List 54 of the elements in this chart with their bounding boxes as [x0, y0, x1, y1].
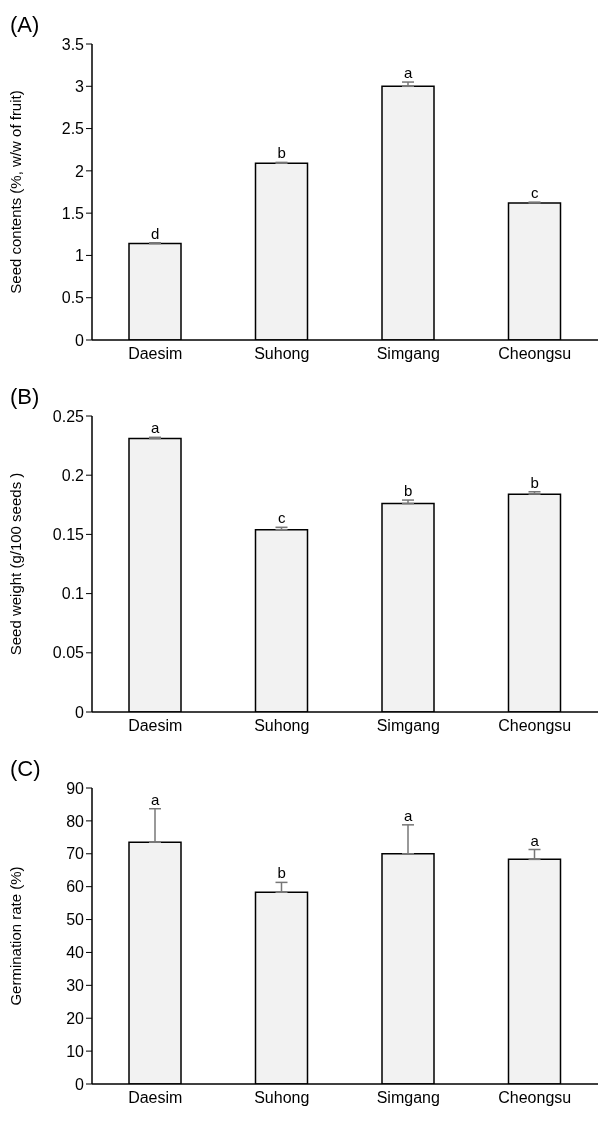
y-tick-label: 0.25	[52, 407, 85, 425]
y-tick-label: 0	[75, 703, 85, 721]
x-tick-label: Daesim	[128, 1089, 183, 1107]
annotation: d	[151, 224, 160, 242]
y-tick-label: 20	[66, 1009, 85, 1027]
chart-title: (A)	[10, 12, 40, 38]
x-tick-label: Cheongsu	[498, 345, 572, 363]
x-tick-label: Daesim	[128, 345, 183, 363]
y-tick-label: 1.5	[61, 204, 85, 222]
y-tick-label: 70	[66, 845, 85, 863]
x-tick-label: Cheongsu	[498, 717, 572, 735]
y-tick-label: 0	[75, 1075, 85, 1093]
annotation: c	[278, 509, 286, 527]
annotation: b	[277, 144, 286, 162]
y-tick-label: 0	[75, 331, 85, 349]
y-tick-label: 2.5	[61, 120, 85, 138]
y-tick-label: 0.1	[61, 585, 85, 603]
y-tick-label: 40	[66, 944, 85, 962]
y-tick-label: 3	[75, 77, 85, 95]
y-tick-label: 0.05	[52, 644, 85, 662]
annotation: a	[151, 790, 161, 808]
y-tick-label: 0.5	[61, 289, 85, 307]
annotation: c	[531, 184, 539, 202]
y-tick-label: 60	[66, 878, 85, 896]
x-tick-label: Daesim	[128, 717, 183, 735]
y-tick-label: 80	[66, 812, 85, 830]
y-tick-label: 50	[66, 911, 85, 929]
y-tick-label: 1	[75, 247, 85, 265]
y-tick-label: 0.2	[61, 466, 85, 484]
x-tick-label: Simgang	[376, 717, 440, 735]
y-tick-label: 0.15	[52, 526, 85, 544]
annotation: b	[404, 482, 413, 500]
x-tick-label: Suhong	[254, 1089, 310, 1107]
y-axis-title: Seed contents (%, w/w of fruit)	[7, 90, 25, 294]
x-tick-label: Simgang	[376, 345, 440, 363]
y-tick-label: 90	[66, 779, 85, 797]
x-tick-label: Simgang	[376, 1089, 440, 1107]
y-axis-title: Seed weight (g/100 seeds )	[7, 472, 25, 656]
y-tick-label: 3.5	[61, 35, 85, 53]
annotation: a	[530, 831, 540, 849]
x-tick-label: Suhong	[254, 345, 310, 363]
x-tick-label: Cheongsu	[498, 1089, 572, 1107]
y-tick-label: 30	[66, 977, 85, 995]
y-axis-title: Germination rate (%)	[7, 866, 25, 1006]
annotation: b	[277, 864, 286, 882]
y-tick-label: 2	[75, 162, 85, 180]
annotation: a	[404, 806, 414, 824]
annotation: a	[151, 419, 161, 437]
x-tick-label: Suhong	[254, 717, 310, 735]
annotation: b	[530, 473, 539, 491]
annotation: a	[404, 64, 414, 82]
chart-title: (B)	[10, 384, 40, 410]
chart-title: (C)	[10, 756, 41, 782]
y-tick-label: 10	[66, 1042, 85, 1060]
